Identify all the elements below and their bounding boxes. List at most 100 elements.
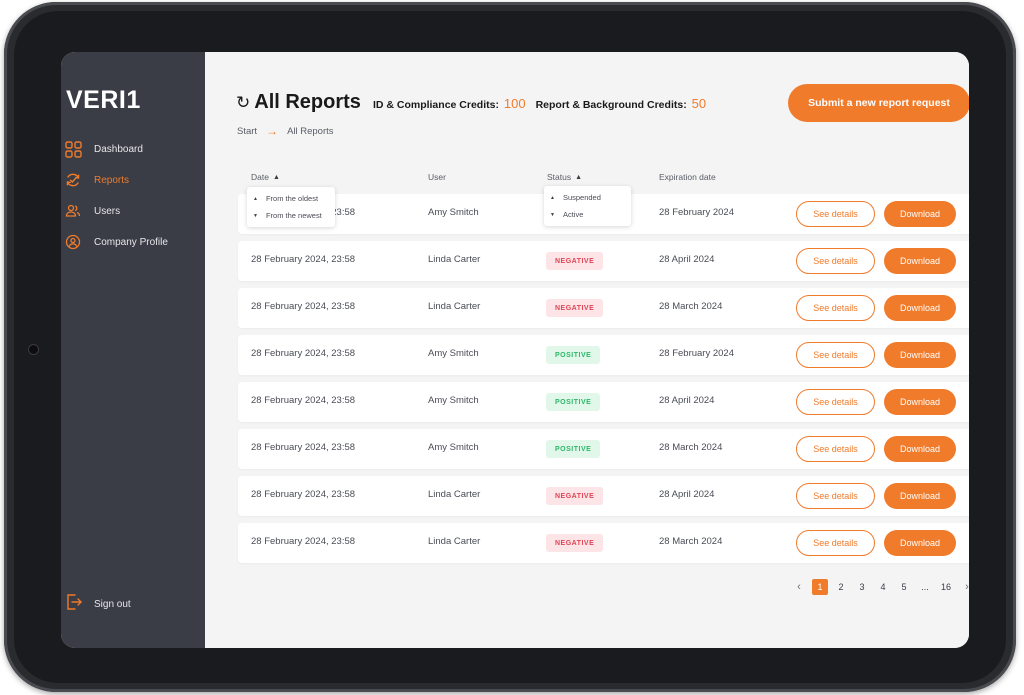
status-badge: NEGATIVE (546, 487, 604, 505)
see-details-button[interactable]: See details (796, 248, 875, 274)
user-cell: Linda Carter (428, 489, 481, 500)
arrow-right-icon: → (266, 124, 279, 138)
date-cell: 28 February 2024, 23:58 (251, 348, 356, 359)
chevron-left-icon[interactable]: ‹ (797, 581, 801, 593)
header: ↻ All Reports ID & Compliance Credits: 1… (236, 91, 706, 114)
logo: VERI1 (66, 86, 141, 114)
expiration-cell: 28 March 2024 (659, 442, 723, 453)
table-row: 28 February 2024, 23:58 Linda Carter NEGAT… (238, 241, 969, 281)
expiration-cell: 28 February 2024 (659, 348, 734, 359)
refresh-icon[interactable]: ↻ (236, 93, 251, 112)
user-cell: Linda Carter (428, 254, 481, 265)
see-details-button[interactable]: See details (796, 436, 875, 462)
page-2[interactable]: 2 (838, 582, 844, 592)
column-header-label: User (428, 172, 446, 182)
page-5[interactable]: 5 (901, 582, 907, 592)
see-details-button[interactable]: See details (796, 201, 875, 227)
triangle-down-icon: ▼ (550, 211, 555, 218)
column-header-label: Date (251, 172, 269, 182)
expiration-cell: 28 February 2024 (659, 207, 734, 218)
sort-oldest-option[interactable]: ▲ From the oldest (247, 190, 335, 207)
reports-cycle-icon (64, 171, 82, 189)
column-header-label: Status (547, 172, 572, 182)
table-row: 28 February 2024, 23:58 Amy Smitch POSITIV… (238, 429, 969, 469)
status-badge: POSITIVE (546, 346, 601, 364)
page-16[interactable]: 16 (940, 582, 951, 592)
download-button[interactable]: Download (884, 436, 956, 462)
see-details-button[interactable]: See details (796, 483, 875, 509)
submit-report-request-button[interactable]: Submit a new report request (788, 84, 969, 122)
column-header-label: Expiration date (659, 172, 716, 182)
sidebar-item-reports[interactable]: Reports (64, 169, 204, 191)
sidebar-item-company-profile[interactable]: Company Profile (64, 231, 204, 253)
filter-active-option[interactable]: ▼ Active (544, 206, 631, 223)
credits-value: 50 (691, 96, 707, 111)
status-badge: NEGATIVE (546, 534, 604, 552)
status-badge: POSITIVE (546, 440, 601, 458)
sidebar-item-label: Company Profile (94, 236, 168, 248)
option-label: From the oldest (265, 194, 319, 203)
breadcrumb-start[interactable]: Start (237, 125, 258, 137)
sign-out-label: Sign out (94, 598, 131, 610)
pagination: ‹ 1 2 3 4 5 ... 16 › (791, 579, 969, 595)
triangle-up-icon: ▲ (253, 195, 258, 202)
credits-value: 100 (503, 96, 526, 111)
page-3[interactable]: 3 (859, 582, 865, 592)
see-details-button[interactable]: See details (796, 389, 875, 415)
caret-up-icon: ▲ (272, 173, 280, 181)
filter-suspended-option[interactable]: ▲ Suspended (544, 189, 631, 206)
triangle-up-icon: ▲ (550, 194, 555, 201)
sidebar-item-label: Reports (94, 174, 130, 186)
table-row: 28 February 2024, 23:58 Linda Carter NEGAT… (238, 288, 969, 328)
date-sort-dropdown: ▲ From the oldest ▼ From the newest (247, 187, 335, 227)
expiration-cell: 28 April 2024 (659, 254, 715, 265)
sidebar-item-dashboard[interactable]: Dashboard (64, 138, 204, 160)
expiration-cell: 28 March 2024 (659, 536, 723, 547)
date-cell: 28 February 2024, 23:58 (251, 395, 356, 406)
date-cell: 28 February 2024, 23:58 (251, 301, 356, 312)
user-cell: Linda Carter (428, 301, 481, 312)
see-details-button[interactable]: See details (796, 530, 875, 556)
see-details-button[interactable]: See details (796, 295, 875, 321)
user-cell: Amy Smitch (428, 395, 479, 406)
expiration-cell: 28 March 2024 (659, 301, 723, 312)
sign-out-button[interactable]: Sign out (66, 593, 186, 615)
option-label: From the newest (265, 211, 322, 220)
sort-newest-option[interactable]: ▼ From the newest (247, 207, 335, 224)
see-details-button[interactable]: See details (796, 342, 875, 368)
date-cell: 28 February 2024, 23:58 (251, 489, 356, 500)
download-button[interactable]: Download (884, 389, 956, 415)
breadcrumb: Start → All Reports (237, 124, 334, 138)
sidebar-item-users[interactable]: Users (64, 200, 204, 222)
expiration-cell: 28 April 2024 (659, 395, 715, 406)
page-4[interactable]: 4 (880, 582, 886, 592)
company-profile-icon (64, 233, 82, 251)
user-cell: Amy Smitch (428, 348, 479, 359)
download-button[interactable]: Download (884, 248, 956, 274)
column-header-user: User (428, 172, 446, 182)
breadcrumb-current: All Reports (287, 125, 334, 137)
expiration-cell: 28 April 2024 (659, 489, 715, 500)
download-button[interactable]: Download (884, 295, 956, 321)
download-button[interactable]: Download (884, 483, 956, 509)
chevron-right-icon[interactable]: › (965, 581, 969, 593)
status-badge: NEGATIVE (546, 299, 604, 317)
column-header-date[interactable]: Date ▲ (251, 172, 280, 182)
main-content: ↻ All Reports ID & Compliance Credits: 1… (205, 52, 969, 648)
date-cell: 28 February 2024, 23:58 (251, 442, 356, 453)
sidebar-item-label: Dashboard (94, 143, 143, 155)
date-cell: 28 February 2024, 23:58 (251, 254, 356, 265)
id-compliance-credits: ID & Compliance Credits: 100 (373, 96, 526, 111)
status-filter-dropdown: ▲ Suspended ▼ Active (544, 186, 631, 226)
download-button[interactable]: Download (884, 530, 956, 556)
page-1[interactable]: 1 (812, 579, 828, 595)
column-header-status[interactable]: Status ▲ (547, 172, 582, 182)
user-cell: Amy Smitch (428, 207, 479, 218)
user-cell: Amy Smitch (428, 442, 479, 453)
page-ellipsis: ... (921, 582, 929, 592)
credits-label: Report & Background Credits: (535, 99, 687, 111)
download-button[interactable]: Download (884, 201, 956, 227)
option-label: Suspended (562, 193, 601, 202)
page-title: All Reports (254, 91, 361, 113)
download-button[interactable]: Download (884, 342, 956, 368)
